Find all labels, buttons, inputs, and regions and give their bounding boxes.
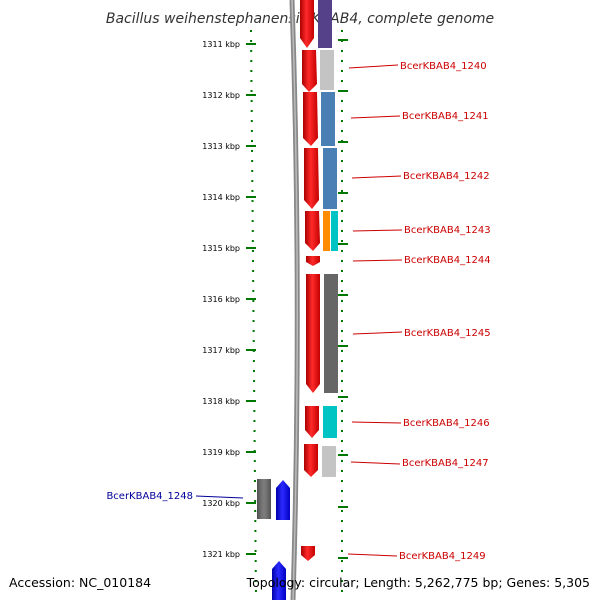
gene-1245-arrow[interactable] bbox=[306, 274, 320, 393]
cog-category-bars bbox=[257, 0, 338, 519]
cog-bar-1243a bbox=[323, 211, 330, 251]
tick-1318: 1318 kbp bbox=[202, 396, 348, 406]
cog-bar-1247 bbox=[322, 446, 336, 477]
tick-label: 1320 kbp bbox=[202, 499, 240, 508]
leader-1243 bbox=[352, 229, 403, 232]
cog-bar-1245 bbox=[324, 274, 338, 393]
gene-label-1244[interactable]: BcerKBAB4_1244 bbox=[404, 255, 491, 266]
gene-label-1241[interactable]: BcerKBAB4_1241 bbox=[402, 111, 489, 122]
gene-1250-arrow[interactable] bbox=[272, 561, 286, 600]
tick-label: 1312 kbp bbox=[202, 91, 240, 100]
shade-overlay bbox=[257, 479, 271, 519]
gene-label-1240[interactable]: BcerKBAB4_1240 bbox=[400, 61, 487, 72]
reverse-strand-genes bbox=[272, 480, 290, 600]
tick-label: 1319 kbp bbox=[202, 448, 240, 457]
cog-bar-1239 bbox=[318, 0, 332, 48]
scale-ticks: 1311 kbp 1312 kbp 1313 kbp 1314 kbp 1315… bbox=[202, 39, 348, 559]
genome-backbone-highlight bbox=[291, 0, 299, 600]
cog-bar-1241 bbox=[321, 92, 335, 146]
cog-bar-1243b bbox=[331, 211, 338, 251]
leader-1245 bbox=[352, 331, 403, 335]
forward-strand-genes bbox=[300, 0, 320, 561]
gene-1247-arrow[interactable] bbox=[304, 444, 318, 477]
leader-1241 bbox=[350, 115, 401, 119]
tick-1312: 1312 kbp bbox=[202, 90, 348, 100]
cog-bar-1246 bbox=[323, 406, 337, 438]
gene-1239-arrow[interactable] bbox=[300, 0, 314, 48]
gene-label-1243[interactable]: BcerKBAB4_1243 bbox=[404, 225, 491, 236]
gene-label-1249[interactable]: BcerKBAB4_1249 bbox=[399, 551, 486, 562]
topology-text: Topology: circular; Length: 5,262,775 bp… bbox=[246, 575, 590, 590]
tick-label: 1316 kbp bbox=[202, 295, 240, 304]
tick-1315: 1315 kbp bbox=[202, 243, 348, 253]
gene-1241-arrow[interactable] bbox=[303, 92, 318, 146]
tick-label: 1321 kbp bbox=[202, 550, 240, 559]
leader-1244 bbox=[352, 259, 403, 262]
tick-label: 1313 kbp bbox=[202, 142, 240, 151]
tick-1311: 1311 kbp bbox=[202, 39, 348, 49]
gene-label-1248[interactable]: BcerKBAB4_1248 bbox=[106, 491, 193, 502]
cog-bar-1242 bbox=[323, 148, 337, 209]
gene-label-1245[interactable]: BcerKBAB4_1245 bbox=[404, 328, 491, 339]
leader-1249 bbox=[347, 553, 398, 557]
leader-1248 bbox=[195, 495, 244, 499]
gene-1249-arrow[interactable] bbox=[301, 546, 315, 561]
cog-bar-1240 bbox=[320, 50, 334, 90]
tick-label: 1318 kbp bbox=[202, 397, 240, 406]
leader-1246 bbox=[351, 421, 402, 424]
tick-1321: 1321 kbp bbox=[202, 550, 348, 559]
leader-1247 bbox=[350, 461, 401, 465]
tick-label: 1315 kbp bbox=[202, 244, 240, 253]
tick-1320: 1320 kbp bbox=[202, 499, 348, 508]
gene-1243-arrow[interactable] bbox=[305, 211, 320, 251]
leader-1242 bbox=[351, 175, 402, 179]
accession-text: Accession: NC_010184 bbox=[9, 575, 151, 590]
gene-label-1242[interactable]: BcerKBAB4_1242 bbox=[403, 171, 490, 182]
gene-1246-arrow[interactable] bbox=[305, 406, 319, 438]
gene-1244-arrow[interactable] bbox=[306, 256, 320, 266]
gene-label-1246[interactable]: BcerKBAB4_1246 bbox=[403, 418, 490, 429]
ruler-left bbox=[250, 29, 257, 600]
leader-1240 bbox=[348, 64, 399, 69]
gene-1242-arrow[interactable] bbox=[304, 148, 319, 209]
gene-1248-arrow[interactable] bbox=[276, 480, 290, 520]
tick-1319: 1319 kbp bbox=[202, 448, 348, 457]
gene-1240-arrow[interactable] bbox=[302, 50, 317, 92]
gene-label-1247[interactable]: BcerKBAB4_1247 bbox=[402, 458, 489, 469]
tick-1313: 1313 kbp bbox=[202, 141, 348, 151]
tick-1316: 1316 kbp bbox=[202, 294, 348, 304]
tick-1314: 1314 kbp bbox=[202, 192, 348, 202]
tick-label: 1317 kbp bbox=[202, 346, 240, 355]
label-leaders bbox=[195, 64, 403, 557]
gene-labels: BcerKBAB4_1240 BcerKBAB4_1241 BcerKBAB4_… bbox=[106, 61, 490, 562]
tick-1317: 1317 kbp bbox=[202, 345, 348, 355]
tick-label: 1311 kbp bbox=[202, 40, 240, 49]
tick-label: 1314 kbp bbox=[202, 193, 240, 202]
